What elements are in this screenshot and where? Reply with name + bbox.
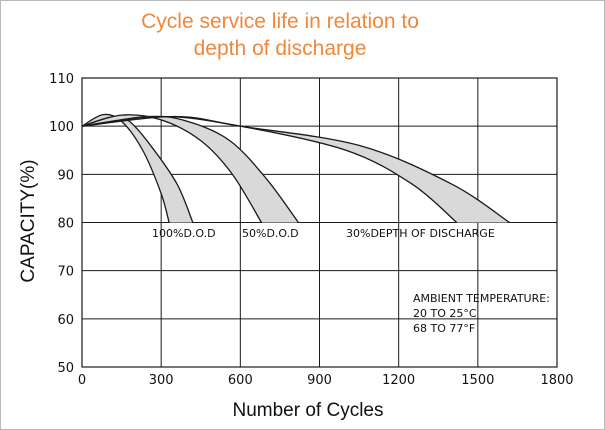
- series-band-3: [82, 116, 510, 223]
- y-axis-title: CAPACITY(%): [18, 159, 39, 282]
- x-tick-label: 900: [307, 373, 332, 388]
- chart-subtitle: depth of discharge: [193, 37, 367, 60]
- x-tick-label: 1200: [382, 373, 415, 388]
- series-label-3: 30%DEPTH OF DISCHARGE: [346, 227, 495, 240]
- x-tick-label: 1500: [461, 373, 494, 388]
- x-tick-labels: 0 300 600 900 1200 1500 1800: [78, 373, 574, 388]
- y-tick-label: 70: [57, 265, 74, 280]
- ambient-temperature-note: AMBIENT TEMPERATURE: 20 TO 25°C 68 TO 77…: [413, 292, 550, 335]
- series-upper-line-1: [81, 113, 170, 223]
- chart-title: Cycle service life in relation to: [141, 10, 419, 33]
- plot-border: [81, 77, 558, 368]
- y-tick-label: 100: [49, 120, 74, 135]
- note-line-3: 68 TO 77°F: [413, 322, 475, 335]
- x-tick-label: 300: [149, 373, 174, 388]
- series-label-1: 100%D.O.D: [152, 227, 216, 240]
- note-line-1: AMBIENT TEMPERATURE:: [413, 292, 550, 305]
- x-axis-title: Number of Cycles: [233, 400, 384, 421]
- note-line-2: 20 TO 25°C: [413, 307, 477, 320]
- x-tick-label: 1800: [540, 373, 573, 388]
- series-upper-line-2: [81, 114, 263, 223]
- series-label-2: 50%D.O.D: [242, 227, 299, 240]
- y-tick-label: 50: [57, 361, 74, 376]
- series-upper-line-3: [81, 115, 458, 223]
- series-lower-line-2: [81, 115, 299, 223]
- series-areas: [81, 113, 510, 224]
- y-tick-label: 80: [57, 217, 74, 232]
- y-tick-labels: 50 60 70 80 90 100 110: [49, 72, 74, 376]
- y-tick-label: 110: [49, 72, 74, 87]
- x-tick-label: 600: [228, 373, 253, 388]
- y-tick-label: 60: [57, 313, 74, 328]
- y-tick-label: 90: [57, 168, 74, 183]
- series-band-1: [82, 114, 193, 223]
- series-band-2: [82, 114, 299, 223]
- series-labels: 100%D.O.D 50%D.O.D 30%DEPTH OF DISCHARGE: [152, 227, 495, 240]
- series-lower-line-3: [81, 115, 510, 224]
- x-tick-label: 0: [78, 373, 86, 388]
